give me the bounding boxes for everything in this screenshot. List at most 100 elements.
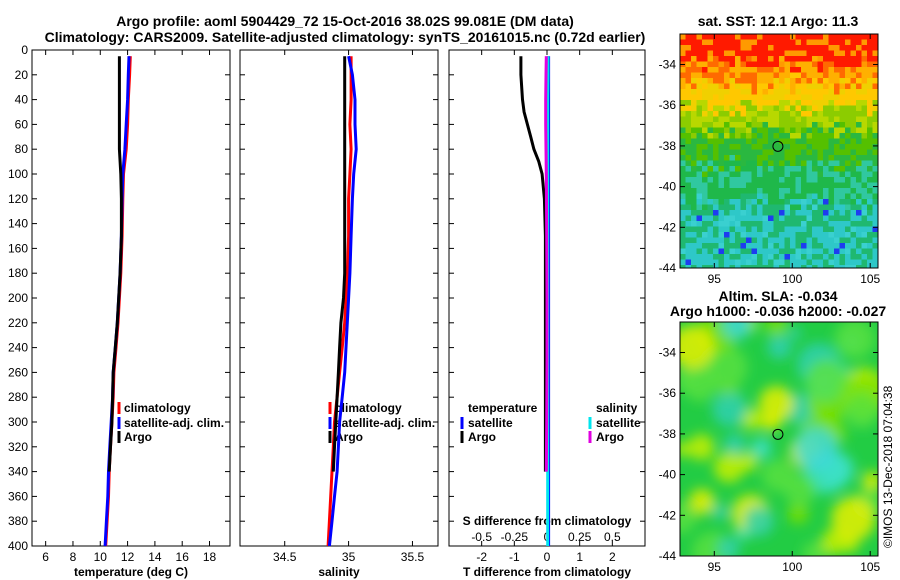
sst-cell — [817, 210, 824, 216]
sst-cell — [729, 237, 736, 244]
sst-cell — [784, 133, 791, 139]
sst-cell — [740, 177, 747, 183]
sst-cell — [861, 144, 868, 150]
sst-cell — [724, 56, 730, 62]
sst-cell — [861, 116, 868, 123]
x-tick-label: -1 — [509, 550, 520, 564]
sst-cell — [861, 171, 868, 178]
sst-cell — [773, 89, 780, 95]
sst-cell — [729, 177, 736, 183]
sst-cell — [718, 149, 725, 156]
sst-cell — [718, 226, 725, 233]
sst-cell — [779, 177, 785, 183]
sst-cell — [817, 56, 824, 62]
sst-cell — [861, 89, 868, 95]
sst-cell — [834, 171, 840, 178]
sst-cell — [834, 149, 840, 156]
sst-cell — [817, 138, 824, 145]
sst-cell — [696, 122, 703, 128]
sst-cell — [768, 259, 774, 266]
sst-cell — [691, 265, 697, 268]
sst-cell — [729, 39, 736, 46]
sst-cell — [696, 89, 703, 95]
sst-cell — [762, 259, 769, 266]
sst-cell — [735, 50, 741, 57]
sst-cell — [834, 144, 840, 150]
sst-cell — [762, 254, 769, 260]
sst-cell — [746, 237, 752, 244]
sst-cell — [806, 226, 813, 233]
sst-cell — [773, 193, 780, 200]
sst-cell — [839, 237, 846, 244]
sst-cell — [707, 45, 714, 51]
sst-cell — [702, 138, 708, 145]
sst-cell — [779, 226, 785, 233]
y-tick-label: 300 — [8, 415, 28, 429]
sst-cell — [872, 111, 878, 117]
sst-cell — [795, 116, 802, 123]
sst-cell — [867, 94, 873, 101]
sst-cell — [740, 122, 747, 128]
sst-cell — [834, 89, 840, 95]
sst-cell — [696, 94, 703, 101]
sst-cell — [685, 188, 692, 194]
sst-cell — [773, 259, 780, 266]
sst-cell — [729, 78, 736, 84]
sst-cell — [729, 166, 736, 172]
sst-cell — [872, 50, 878, 57]
sst-cell — [801, 160, 807, 167]
sst-cell — [784, 144, 791, 150]
sst-cell — [751, 138, 758, 145]
sst-cell — [839, 265, 846, 268]
sst-cell — [762, 149, 769, 156]
sst-cell — [707, 221, 714, 227]
sst-cell — [867, 116, 873, 123]
sst-cell — [806, 34, 813, 40]
sla-blob — [844, 392, 878, 429]
sst-cell — [779, 100, 785, 106]
x-tick-label: -2 — [476, 550, 487, 564]
sst-cell — [768, 171, 774, 178]
sst-cell — [685, 127, 692, 134]
sst-cell — [850, 177, 857, 183]
sst-cell — [707, 232, 714, 238]
sst-cell — [834, 215, 840, 222]
sst-cell — [801, 204, 807, 211]
sst-cell — [740, 248, 747, 255]
sst-cell — [834, 188, 840, 194]
sst-cell — [707, 133, 714, 139]
sst-cell — [861, 133, 868, 139]
sst-cell — [740, 193, 747, 200]
sst-cell — [740, 155, 747, 161]
sst-cell — [856, 210, 862, 216]
legend-label-t-argo: Argo — [468, 430, 496, 444]
sst-cell — [707, 248, 714, 255]
sst-cell — [707, 149, 714, 156]
sst-cell — [707, 116, 714, 123]
sst-cell — [801, 243, 807, 249]
sst-cell — [724, 182, 730, 189]
sst-cell — [740, 199, 747, 205]
sst-cell — [724, 232, 730, 238]
sst-cell — [685, 166, 692, 172]
sst-cell — [757, 243, 763, 249]
sst-cell — [762, 138, 769, 145]
x-tick-label: 1 — [576, 550, 583, 564]
sst-cell — [724, 83, 730, 90]
figure-title-line1: Argo profile: aoml 5904429_72 15-Oct-201… — [116, 13, 574, 29]
difference-from-climatology-marks: -2 -1 0 1 2-0.5 -0.25 0 0.25 0.5 — [449, 49, 645, 564]
sst-cell — [691, 105, 697, 112]
sst-cell — [740, 215, 747, 222]
sst-cell — [828, 83, 835, 90]
sst-cell — [713, 78, 719, 84]
sst-cell — [746, 182, 752, 189]
sst-cell — [724, 45, 730, 51]
sst-cell — [850, 160, 857, 167]
sst-cell — [735, 160, 741, 167]
sst-cell — [746, 56, 752, 62]
sst-cell — [856, 265, 862, 268]
sst-cell — [680, 149, 686, 156]
sst-cell — [718, 78, 725, 84]
sst-cell — [685, 221, 692, 227]
sst-cell — [795, 182, 802, 189]
